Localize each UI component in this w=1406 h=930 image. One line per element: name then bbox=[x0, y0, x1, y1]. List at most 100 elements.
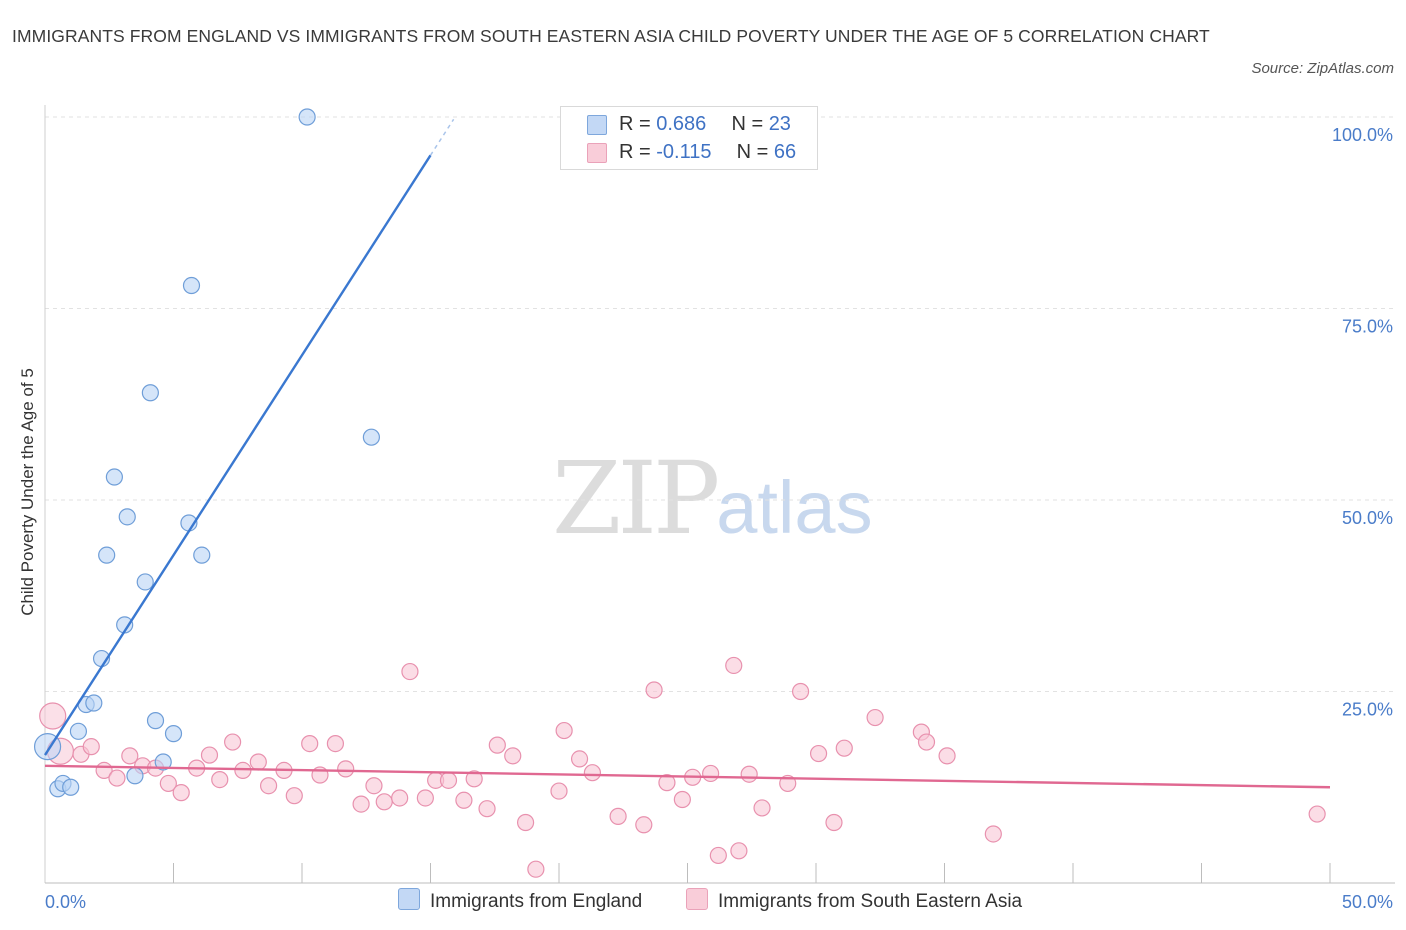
point-sea-58 bbox=[825, 813, 843, 832]
point-sea-0 bbox=[39, 702, 67, 730]
point-sea-13 bbox=[211, 770, 229, 789]
point-sea-63 bbox=[938, 747, 956, 765]
trendline-sea bbox=[44, 764, 1331, 789]
bottom-legend-england: Immigrants from England bbox=[398, 888, 642, 913]
point-england-14 bbox=[141, 384, 159, 402]
point-sea-64 bbox=[984, 825, 1002, 843]
point-sea-10 bbox=[172, 784, 190, 802]
point-sea-22 bbox=[326, 734, 345, 753]
point-england-19 bbox=[182, 276, 201, 295]
point-sea-40 bbox=[555, 721, 573, 740]
point-sea-31 bbox=[439, 771, 458, 789]
bottom-legend-swatch-sea bbox=[686, 888, 708, 910]
watermark-zip: ZIP bbox=[552, 440, 720, 557]
point-england-20 bbox=[193, 546, 211, 564]
point-sea-20 bbox=[301, 734, 319, 753]
point-sea-59 bbox=[835, 739, 853, 757]
point-sea-65 bbox=[1308, 805, 1326, 823]
y-tick-label-50: 50.0% bbox=[1342, 508, 1393, 528]
bottom-legend-label-england: Immigrants from England bbox=[430, 891, 643, 912]
bottom-legend-swatch-england bbox=[398, 888, 420, 910]
point-sea-62 bbox=[917, 733, 936, 751]
point-sea-53 bbox=[740, 765, 758, 783]
point-sea-12 bbox=[200, 746, 219, 764]
point-england-8 bbox=[98, 546, 116, 564]
legend-n-value-england: 23 bbox=[768, 113, 791, 135]
point-sea-45 bbox=[645, 681, 663, 699]
legend-r-value-england: 0.686 bbox=[656, 113, 707, 135]
legend-n-label-sea: N = bbox=[736, 141, 769, 163]
point-england-4 bbox=[69, 722, 88, 740]
point-sea-56 bbox=[791, 682, 810, 701]
point-sea-34 bbox=[478, 800, 496, 818]
point-sea-46 bbox=[658, 774, 676, 792]
point-england-10 bbox=[118, 508, 136, 526]
point-sea-44 bbox=[635, 816, 653, 834]
point-sea-17 bbox=[259, 777, 278, 795]
legend-r-label-england: R = bbox=[619, 113, 651, 135]
point-sea-32 bbox=[455, 791, 473, 809]
point-england-3 bbox=[62, 778, 80, 796]
point-sea-5 bbox=[108, 769, 126, 787]
source-label: Source: ZipAtlas.com bbox=[1251, 60, 1394, 77]
point-sea-35 bbox=[488, 736, 506, 754]
point-england-6 bbox=[85, 694, 103, 712]
legend-swatch-sea bbox=[587, 143, 607, 163]
point-england-17 bbox=[164, 725, 183, 743]
point-england-21 bbox=[298, 108, 316, 126]
point-sea-19 bbox=[285, 787, 303, 805]
point-england-16 bbox=[154, 753, 172, 771]
point-sea-6 bbox=[121, 747, 139, 765]
point-sea-39 bbox=[550, 782, 568, 800]
point-sea-54 bbox=[753, 799, 771, 817]
point-england-22 bbox=[362, 428, 380, 446]
point-sea-3 bbox=[82, 738, 100, 756]
trendline-england bbox=[43, 154, 432, 756]
point-sea-43 bbox=[609, 807, 627, 825]
point-sea-14 bbox=[224, 733, 242, 751]
point-england-12 bbox=[136, 573, 154, 591]
point-england-15 bbox=[146, 712, 165, 730]
x-tick-label-50: 50.0% bbox=[1342, 892, 1393, 912]
chart-title: IMMIGRANTS FROM ENGLAND VS IMMIGRANTS FR… bbox=[12, 26, 1210, 46]
legend-n-label-england: N = bbox=[731, 113, 764, 135]
point-england-11 bbox=[126, 767, 144, 785]
watermark-atlas: atlas bbox=[716, 466, 873, 549]
point-sea-52 bbox=[730, 842, 748, 860]
y-tick-label-100: 100.0% bbox=[1332, 125, 1393, 145]
point-sea-9 bbox=[159, 774, 177, 793]
bottom-legend-label-sea: Immigrants from South Eastern Asia bbox=[718, 891, 1023, 912]
point-sea-25 bbox=[365, 777, 383, 795]
point-sea-49 bbox=[702, 764, 720, 783]
point-sea-42 bbox=[583, 764, 602, 782]
watermark: ZIPatlas bbox=[552, 440, 873, 557]
point-sea-47 bbox=[673, 790, 691, 809]
point-sea-29 bbox=[416, 789, 434, 807]
point-sea-60 bbox=[866, 708, 884, 727]
point-sea-50 bbox=[709, 846, 727, 865]
point-sea-27 bbox=[391, 789, 409, 807]
y-tick-label-75: 75.0% bbox=[1342, 317, 1393, 337]
bottom-legend-sea: Immigrants from South Eastern Asia bbox=[686, 888, 1022, 913]
point-sea-24 bbox=[352, 795, 370, 813]
point-sea-57 bbox=[809, 744, 828, 763]
correlation-legend: R = 0.686 N = 23 R = -0.115 N = 66 bbox=[560, 106, 818, 170]
point-sea-36 bbox=[504, 747, 522, 765]
legend-swatch-england bbox=[587, 115, 607, 135]
point-sea-37 bbox=[516, 813, 535, 832]
legend-r-label-sea: R = bbox=[619, 141, 651, 163]
point-sea-28 bbox=[401, 662, 419, 681]
point-sea-16 bbox=[249, 753, 267, 771]
x-tick-label-0: 0.0% bbox=[45, 892, 86, 912]
point-england-9 bbox=[105, 468, 123, 486]
point-sea-41 bbox=[570, 750, 589, 768]
point-sea-33 bbox=[465, 770, 483, 788]
point-sea-38 bbox=[527, 860, 545, 878]
legend-n-value-sea: 66 bbox=[773, 141, 797, 163]
point-sea-23 bbox=[337, 760, 355, 778]
point-sea-26 bbox=[375, 793, 393, 811]
legend-r-value-sea: -0.115 bbox=[656, 141, 712, 163]
trendline-england-extension bbox=[429, 118, 455, 156]
point-sea-51 bbox=[725, 656, 743, 675]
